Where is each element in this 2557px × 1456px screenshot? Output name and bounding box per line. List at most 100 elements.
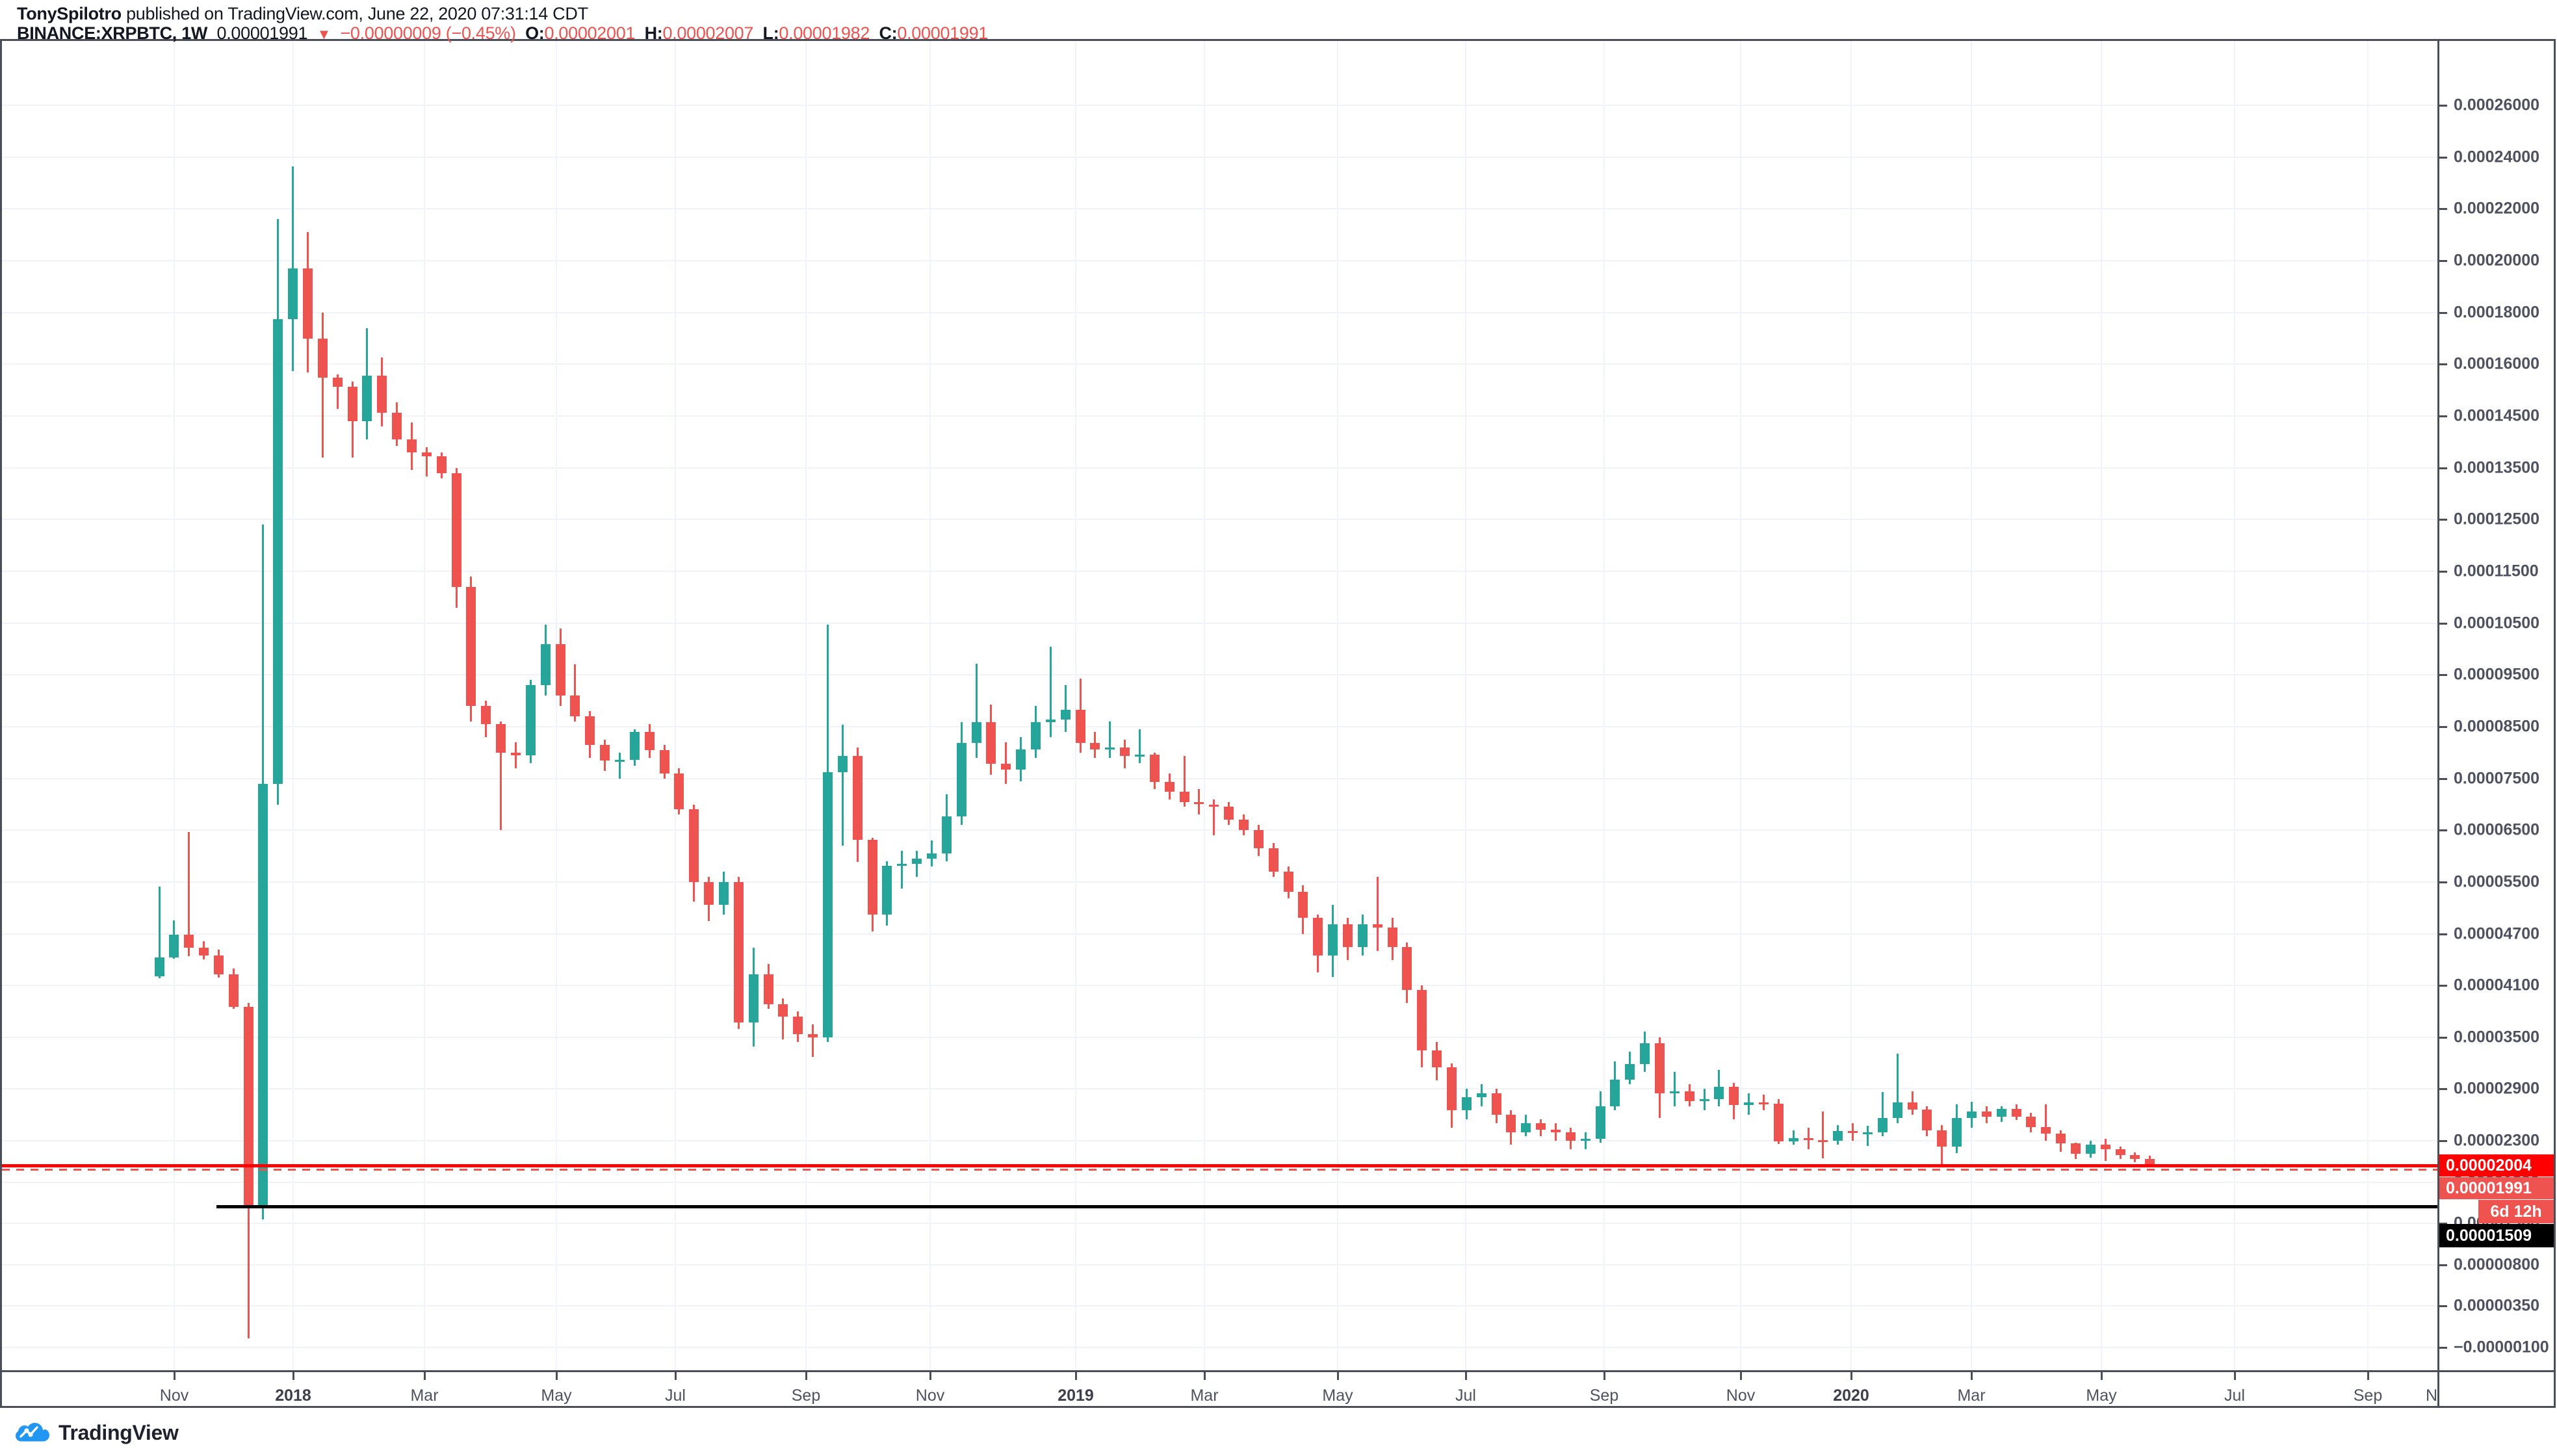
price-tick-label: 0.00018000 [2454,303,2540,322]
candle [525,685,536,755]
candle-wick [1792,1130,1795,1145]
candle [1328,924,1338,956]
candle [1818,1139,1828,1142]
bar-close-countdown-badge: 6d 12h [2478,1200,2554,1223]
candle [1669,1091,1680,1093]
candle [1090,742,1100,750]
candle [1863,1132,1873,1135]
candle-wick [782,998,785,1039]
candle [763,974,773,1005]
grid-line-h [2,1182,2437,1183]
candle-wick [1139,729,1141,763]
candle [1625,1063,1635,1080]
candle [2085,1145,2096,1154]
candle-wick [1896,1054,1899,1124]
grid-line-v [2367,41,2369,1370]
publish-info: TonySpilotro published on TradingView.co… [17,4,988,23]
candle [228,974,239,1008]
candle-wick [619,753,621,779]
price-badge: 0.00001991 [2439,1177,2554,1199]
candle [1907,1102,1917,1110]
price-tick-label: 0.00010500 [2454,614,2540,632]
open-value: 0.00002001 [544,23,636,43]
time-tick-label: May [541,1386,572,1405]
candle [719,882,729,905]
price-tick [2439,415,2447,417]
candle [1060,710,1071,720]
price-tick [2439,1347,2447,1349]
candle [837,755,848,772]
candle [1001,763,1011,770]
candle-wick [1109,722,1111,758]
candle [540,644,551,685]
price-tick [2439,985,2447,987]
price-tick [2439,519,2447,521]
candle-wick [574,664,577,722]
price-tick-label: 0.00004700 [2454,924,2540,943]
candle [1239,820,1249,830]
price-tick [2439,1264,2447,1266]
price-tick [2439,726,2447,728]
candle-wick [901,851,903,889]
low-value: 0.00001982 [779,23,870,43]
time-tick [929,1372,931,1380]
horizontal-line-resistance[interactable] [2,1164,2437,1167]
candle [362,375,372,421]
horizontal-line-support[interactable] [216,1205,2437,1208]
candle [733,882,744,1023]
candle [2071,1143,2081,1154]
price-tick [2439,1140,2447,1142]
candle [1803,1138,1813,1140]
price-tick-label: 0.00009500 [2454,665,2540,684]
time-tick [1337,1372,1339,1380]
candle [184,935,194,948]
grid-line-v [929,41,931,1370]
grid-line-h [2,1347,2437,1348]
price-tick-label: 0.00000350 [2454,1296,2540,1315]
candle [1565,1132,1576,1141]
candle-wick [1555,1123,1557,1141]
candle [1551,1129,1561,1132]
time-tick [1465,1372,1467,1380]
author-name: TonySpilotro [17,4,122,23]
grid-line-h [2,726,2437,727]
candle [1967,1111,1977,1119]
price-tick [2439,260,2447,262]
candle-wick [158,887,161,979]
grid-line-h [2,1264,2437,1266]
grid-line-h [2,778,2437,779]
candle [644,732,655,750]
candle [555,644,565,696]
candle [466,587,476,706]
price-tick-label: 0.00002900 [2454,1079,2540,1098]
down-arrow-icon: ▼ [317,26,331,42]
candle [1952,1118,1962,1147]
price-badge: 0.00002004 [2439,1154,2554,1176]
time-axis[interactable]: Nov 2018 Mar May Jul Sep Nov 2019 Mar May Jul Sep No… [2,1370,2437,1406]
time-tick-label: Mar [410,1386,439,1405]
price-tick [2439,933,2447,935]
candle [1164,781,1175,792]
candle [941,816,952,853]
price-tick-label: 0.00011500 [2454,562,2539,580]
candle [377,375,387,413]
tradingview-logo-icon[interactable] [16,1422,49,1444]
time-tick-label: May [2086,1386,2117,1405]
candle [882,866,892,915]
candle-wick [321,313,324,458]
symbol-status-line: BINANCE:XRPBTC, 1W 0.00001991 ▼ −0.00000… [17,23,988,44]
candle [1610,1079,1620,1106]
candle [288,268,298,319]
price-pane[interactable] [2,41,2437,1370]
price-axis[interactable]: 0.00026000 0.00024000 0.00022000 0.00020000… [2437,41,2554,1370]
price-tick-label: 0.00012500 [2454,510,2540,528]
price-tick [2439,467,2447,469]
candle [273,318,283,784]
candle [2056,1134,2066,1143]
candle [317,338,328,378]
grid-line-v [1740,41,1741,1370]
grid-line-v [2101,41,2102,1370]
price-tick [2439,829,2447,831]
tradingview-logo-text[interactable]: TradingView [58,1421,179,1444]
